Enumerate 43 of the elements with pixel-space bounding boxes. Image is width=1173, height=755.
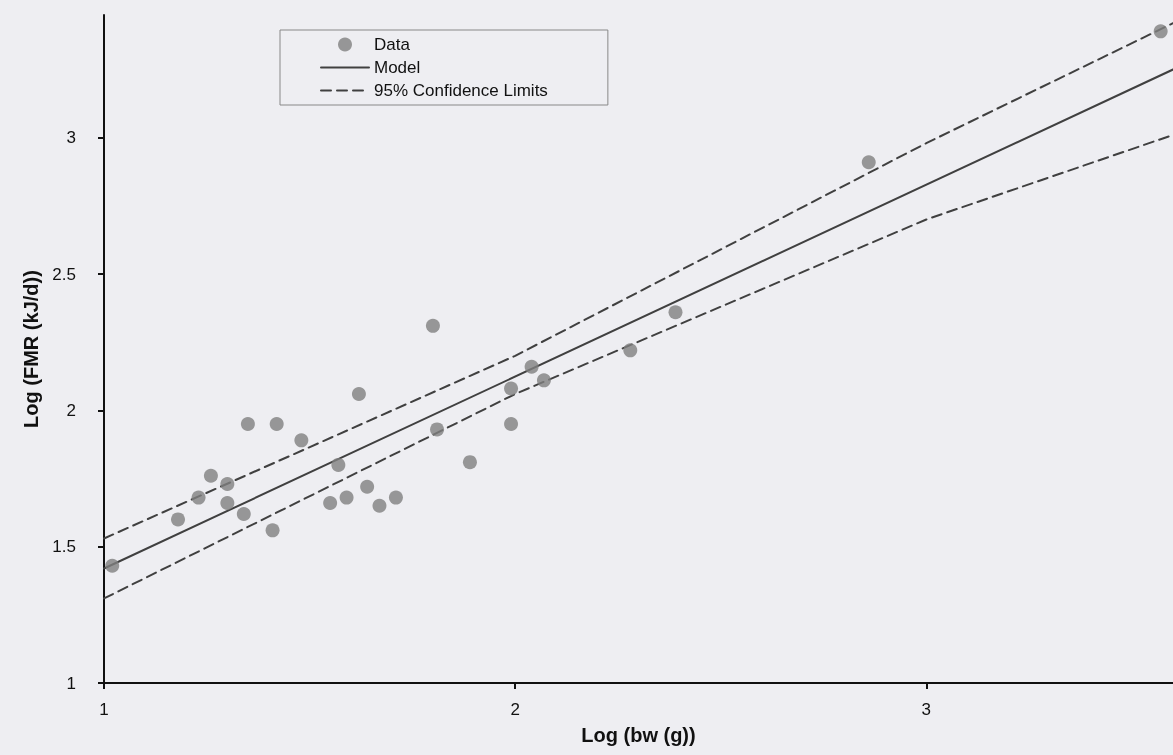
x-tick-label: 2 bbox=[510, 700, 520, 719]
point bbox=[668, 305, 683, 320]
y-tick-label: 1 bbox=[66, 673, 76, 693]
legend-label: Data bbox=[374, 35, 411, 54]
point bbox=[220, 496, 235, 511]
x-tick-label: 3 bbox=[921, 700, 932, 719]
point bbox=[861, 155, 876, 170]
point bbox=[462, 455, 477, 470]
y-tick-label: 3 bbox=[66, 128, 76, 148]
point bbox=[240, 416, 255, 431]
point bbox=[105, 558, 120, 573]
point bbox=[504, 381, 519, 396]
point bbox=[191, 490, 206, 505]
y-tick-label: 2 bbox=[66, 400, 76, 420]
point bbox=[430, 422, 445, 437]
point bbox=[388, 490, 403, 505]
point bbox=[339, 490, 354, 505]
y-axis-title: Log (FMR (kJ/d)) bbox=[20, 270, 43, 428]
point bbox=[360, 479, 375, 494]
point bbox=[269, 416, 284, 431]
point bbox=[236, 506, 251, 521]
x-axis-title: Log (bw (g)) bbox=[581, 724, 696, 746]
y-tick-label: 2.5 bbox=[52, 264, 76, 284]
point bbox=[524, 359, 539, 374]
point bbox=[294, 433, 309, 448]
point bbox=[425, 318, 440, 333]
point bbox=[171, 512, 186, 527]
point bbox=[623, 343, 638, 358]
point bbox=[323, 496, 338, 511]
point bbox=[331, 457, 346, 472]
y-tick-label: 1.5 bbox=[52, 537, 76, 557]
legend-label: Model bbox=[374, 58, 421, 77]
point bbox=[203, 468, 218, 483]
point bbox=[265, 523, 280, 538]
point bbox=[372, 498, 387, 513]
point bbox=[536, 373, 551, 388]
point bbox=[351, 386, 366, 401]
legend-label: 95% Confidence Limits bbox=[374, 81, 548, 100]
point bbox=[504, 416, 519, 431]
x-tick-label: 1 bbox=[99, 700, 109, 719]
point bbox=[1153, 24, 1168, 39]
line-series bbox=[103, 133, 1173, 600]
point bbox=[220, 476, 235, 491]
